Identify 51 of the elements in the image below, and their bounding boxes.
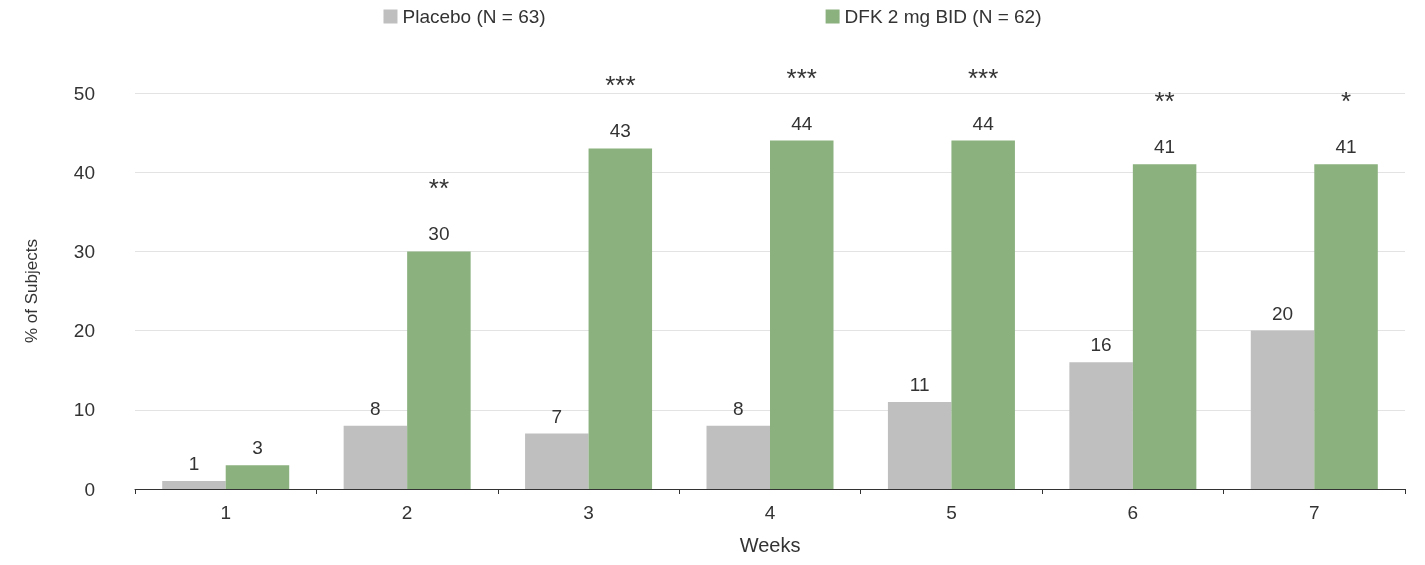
y-tick-label: 50 [73, 82, 95, 104]
x-tick-label: 6 [1127, 502, 1139, 523]
x-tick-label: 7 [1309, 502, 1320, 523]
bar [1069, 362, 1133, 489]
annotation: *** [968, 62, 999, 93]
data-label: 41 [1335, 136, 1357, 158]
y-tick-label: 40 [73, 161, 95, 183]
data-label: 44 [791, 112, 813, 134]
data-label: 11 [909, 373, 930, 395]
y-tick-label: 30 [73, 240, 95, 262]
bar [706, 425, 770, 489]
bar [887, 401, 952, 489]
annotation: *** [786, 62, 817, 93]
annotation: ** [428, 173, 450, 204]
x-tick-label: 4 [764, 502, 776, 523]
bar [1314, 164, 1378, 489]
x-tick-label: 5 [946, 502, 957, 523]
y-tick-label: 20 [73, 320, 95, 342]
y-tick-label: 10 [73, 399, 95, 421]
bar [162, 481, 226, 489]
y-tick-label: 0 [84, 478, 95, 500]
y-axis-title: % of Subjects [22, 239, 41, 343]
data-label: 16 [1090, 334, 1112, 356]
data-label: 41 [1154, 136, 1176, 158]
legend-label: Placebo (N = 63) [402, 6, 546, 27]
data-label: 7 [551, 405, 563, 427]
data-label: 8 [732, 397, 744, 419]
annotation: ** [1154, 86, 1175, 117]
bar [407, 251, 471, 489]
data-label: 3 [252, 437, 263, 459]
legend-label: DFK 2 mg BID (N = 62) [844, 6, 1042, 27]
x-axis-title: Weeks [739, 534, 801, 556]
x-tick-label: 1 [220, 502, 231, 523]
bar [343, 425, 408, 489]
data-label: 1 [188, 453, 200, 475]
x-tick-label: 2 [401, 502, 413, 523]
x-tick-label: 3 [583, 502, 594, 523]
data-label: 43 [609, 120, 631, 142]
bar [951, 140, 1015, 489]
annotation: * [1340, 86, 1352, 117]
bar [225, 465, 290, 489]
bar [588, 148, 653, 489]
data-label: 8 [370, 397, 381, 419]
bar [1250, 330, 1315, 489]
data-label: 20 [1271, 302, 1294, 324]
data-label: 30 [428, 223, 450, 245]
data-label: 44 [972, 112, 995, 134]
annotation: *** [605, 70, 636, 101]
bar [1132, 164, 1197, 489]
bar [770, 140, 834, 489]
bar [525, 433, 589, 489]
